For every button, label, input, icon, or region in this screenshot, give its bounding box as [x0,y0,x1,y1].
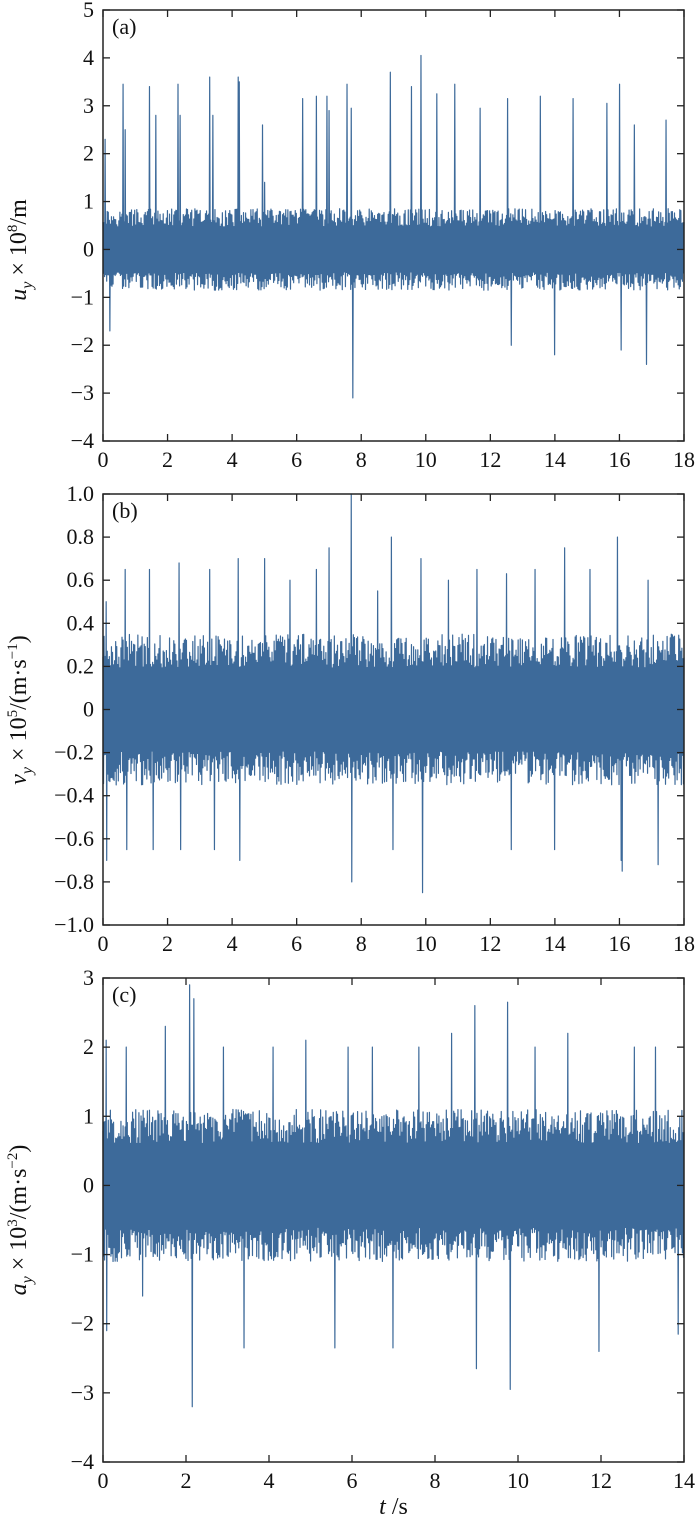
y-tick-label: 0.2 [67,653,95,678]
y-tick-label: 2 [83,141,94,166]
y-tick-label: 0 [83,1172,94,1197]
y-tick-label: −0.6 [54,826,94,851]
x-tick-label: 16 [608,447,630,472]
series-line [102,54,685,399]
y-tick-label: 1 [83,189,94,214]
x-tick-label: 12 [479,447,501,472]
y-tick-label: 5 [83,0,94,22]
x-tick-label: 2 [181,1468,192,1493]
y-tick-label: 0.4 [67,610,95,635]
x-tick-label: 10 [507,1468,529,1493]
y-tick-label: −0.4 [54,783,94,808]
x-tick-label: 6 [291,447,302,472]
y-tick-label: −1 [71,284,94,309]
x-tick-label: 12 [479,931,501,956]
panel-label: (a) [112,14,136,39]
y-tick-label: 3 [83,965,94,990]
panel-label: (c) [112,982,136,1007]
chart-panel-2: 0 2 4 6 8 10 12 14 16 18 1.0 0.8 0.6 0.4 0.2 0 −0.2 −0.4 −… [5,481,695,956]
y-tick-label: −2 [71,332,94,357]
y-tick-label: 1.0 [67,481,95,506]
y-tick-label: −0.8 [54,869,94,894]
x-tick-label: 0 [98,1468,109,1493]
x-tick-label: 0 [98,931,109,956]
y-tick-label: 1 [83,1103,94,1128]
x-tick-label: 14 [673,1468,695,1493]
x-tick-label: 4 [227,931,238,956]
y-tick-label: 2 [83,1034,94,1059]
plot-frame [102,977,685,1463]
y-axis-label: vy × 105/(m·s−1) [5,635,36,784]
y-tick-label: 0 [83,236,94,261]
x-tick-label: 14 [544,931,566,956]
y-tick-label: 0.8 [67,524,95,549]
x-tick-label: 6 [291,931,302,956]
x-tick-label: 10 [415,931,437,956]
y-axis-label: uy × 108/m [5,199,36,301]
x-tick-label: 12 [590,1468,612,1493]
x-tick-label: 18 [673,931,695,956]
y-tick-label: −1.0 [54,912,94,937]
x-tick-label: 8 [430,1468,441,1493]
y-tick-label: −4 [71,1449,94,1474]
y-axis-label: ay × 103/(m·s−2) [5,1145,36,1296]
series-line [102,984,685,1408]
x-tick-label: 14 [544,447,566,472]
y-tick-label: −1 [71,1242,94,1267]
y-tick-label: −0.2 [54,740,94,765]
x-tick-label: 8 [356,931,367,956]
y-tick-label: 3 [83,93,94,118]
y-tick-label: 4 [83,45,94,70]
x-tick-label: 10 [415,447,437,472]
panel-label: (b) [112,498,138,523]
x-tick-label: 2 [162,447,173,472]
y-tick-label: 0 [83,697,94,722]
x-tick-label: 16 [608,931,630,956]
x-tick-label: 4 [264,1468,275,1493]
x-axis-label: t /s [379,1494,408,1518]
y-tick-label: −2 [71,1311,94,1336]
x-tick-label: 4 [227,447,238,472]
x-tick-label: 0 [98,447,109,472]
y-tick-label: −4 [71,428,94,453]
x-tick-label: 6 [347,1468,358,1493]
y-tick-label: −3 [71,380,94,405]
series-line [102,493,685,894]
x-tick-label: 8 [356,447,367,472]
plot-frame [102,9,685,442]
y-tick-label: −3 [71,1380,94,1405]
x-tick-label: 18 [673,447,695,472]
y-tick-label: 0.6 [67,567,95,592]
x-tick-label: 2 [162,931,173,956]
